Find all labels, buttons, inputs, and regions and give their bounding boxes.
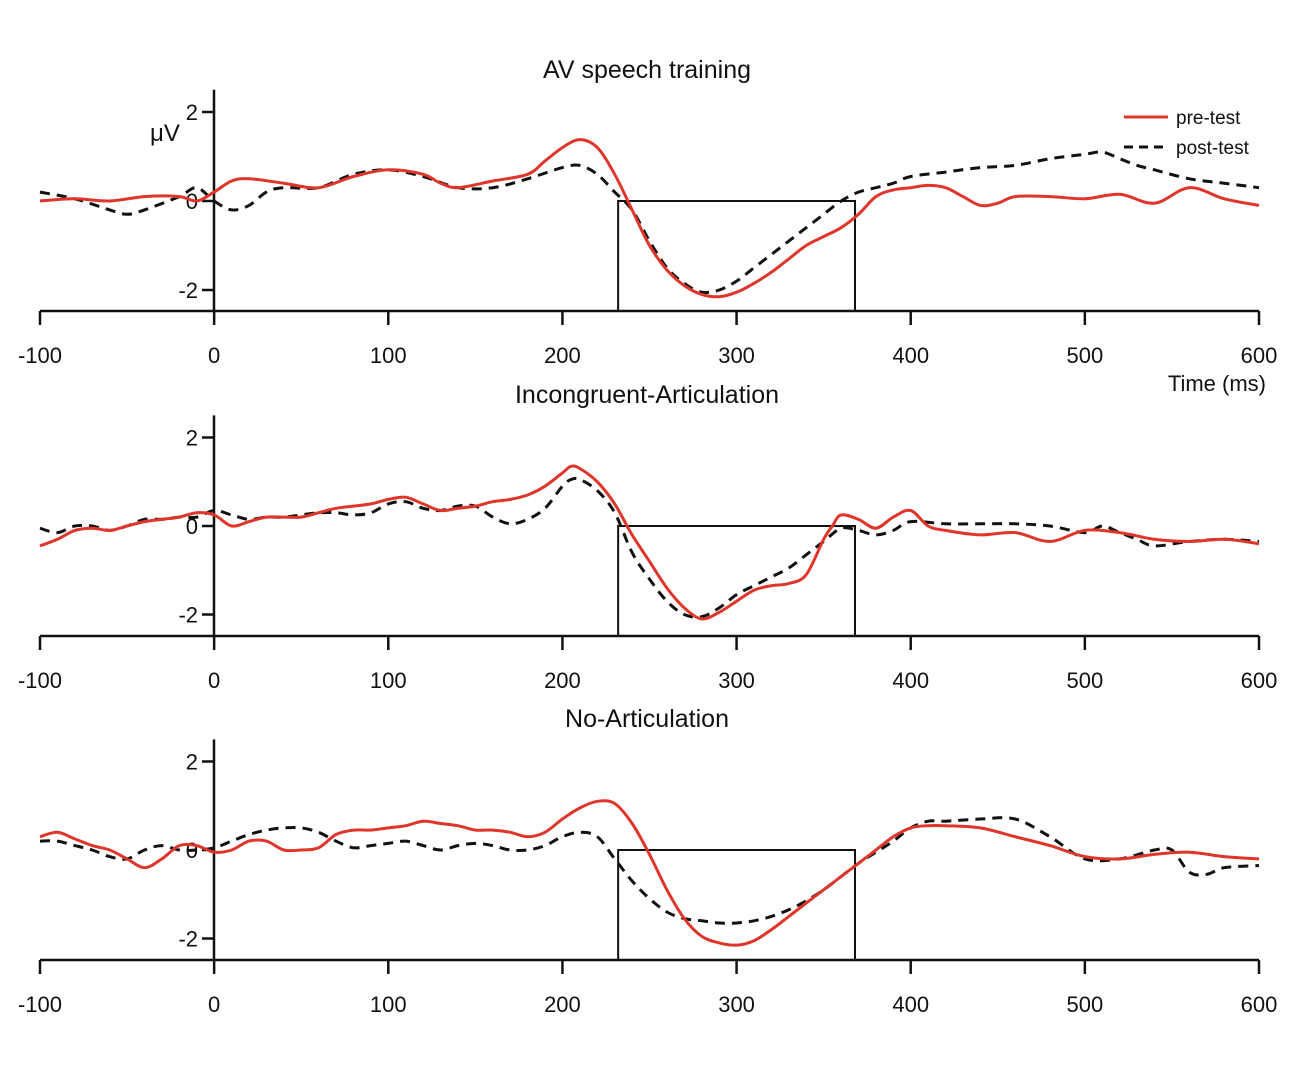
x-tick-label: 500 <box>1066 343 1103 368</box>
y-tick-label: 2 <box>186 750 198 775</box>
x-tick-label: 300 <box>718 668 755 693</box>
panel-1: AV speech training -100 0 100 200 300 400 500 60… <box>18 56 1277 368</box>
series-pre-test <box>39 464 1260 621</box>
x-tick-label: 100 <box>370 992 407 1017</box>
x-tick-label: -100 <box>18 992 62 1017</box>
x-tick-label: 0 <box>208 343 220 368</box>
x-tick-label: 200 <box>544 668 581 693</box>
x-tick-label: 400 <box>892 668 929 693</box>
series-pre-test <box>39 138 1260 299</box>
legend: pre-test post-test <box>1124 108 1250 159</box>
panel-2: Incongruent-Articulation -100 0 100 200 300 40… <box>18 381 1277 693</box>
x-tick-label: 600 <box>1241 992 1278 1017</box>
legend-post-test-label: post-test <box>1176 138 1250 159</box>
x-tick-label: 0 <box>208 668 220 693</box>
y-tick-label: 2 <box>186 100 198 125</box>
x-tick-label: 200 <box>544 992 581 1017</box>
x-tick-label: 100 <box>370 668 407 693</box>
x-tick-label: 600 <box>1241 343 1278 368</box>
panels: AV speech training-100 0 100 200 300 400 500 60… <box>18 56 1277 1017</box>
panel-title: AV speech training <box>543 56 751 84</box>
series-post-test <box>39 816 1260 925</box>
series-pre-test <box>39 799 1260 947</box>
y-tick-label: 0 <box>186 514 198 539</box>
x-tick-label: 400 <box>892 992 929 1017</box>
y-tick-label: -2 <box>178 603 198 628</box>
x-tick-label: 300 <box>718 992 755 1017</box>
y-tick-label: -2 <box>178 278 198 303</box>
series-post-test <box>39 476 1260 619</box>
panel-title: Incongruent-Articulation <box>515 381 779 409</box>
x-tick-label: 100 <box>370 343 407 368</box>
x-tick-label: 300 <box>718 343 755 368</box>
panel-3: No-Articulation -100 0 100 200 300 400 500 600 -2… <box>18 705 1277 1017</box>
x-tick-label: -100 <box>18 343 62 368</box>
x-tick-label: 600 <box>1241 668 1278 693</box>
x-tick-label: 0 <box>208 992 220 1017</box>
y-tick-label: -2 <box>178 927 198 952</box>
x-tick-label: 400 <box>892 343 929 368</box>
x-tick-label: -100 <box>18 668 62 693</box>
analysis-window <box>617 525 856 637</box>
x-tick-label: 500 <box>1066 668 1103 693</box>
x-tick-label: 200 <box>544 343 581 368</box>
panel-title: No-Articulation <box>565 705 729 733</box>
series-post-test <box>39 150 1260 295</box>
analysis-window <box>617 200 856 312</box>
y-unit-label: μV <box>150 120 180 147</box>
y-tick-label: 2 <box>186 426 198 451</box>
legend-pre-test-label: pre-test <box>1176 108 1241 129</box>
x-tick-label: 500 <box>1066 992 1103 1017</box>
analysis-window <box>617 849 856 961</box>
x-axis-label: Time (ms) <box>1168 371 1266 396</box>
